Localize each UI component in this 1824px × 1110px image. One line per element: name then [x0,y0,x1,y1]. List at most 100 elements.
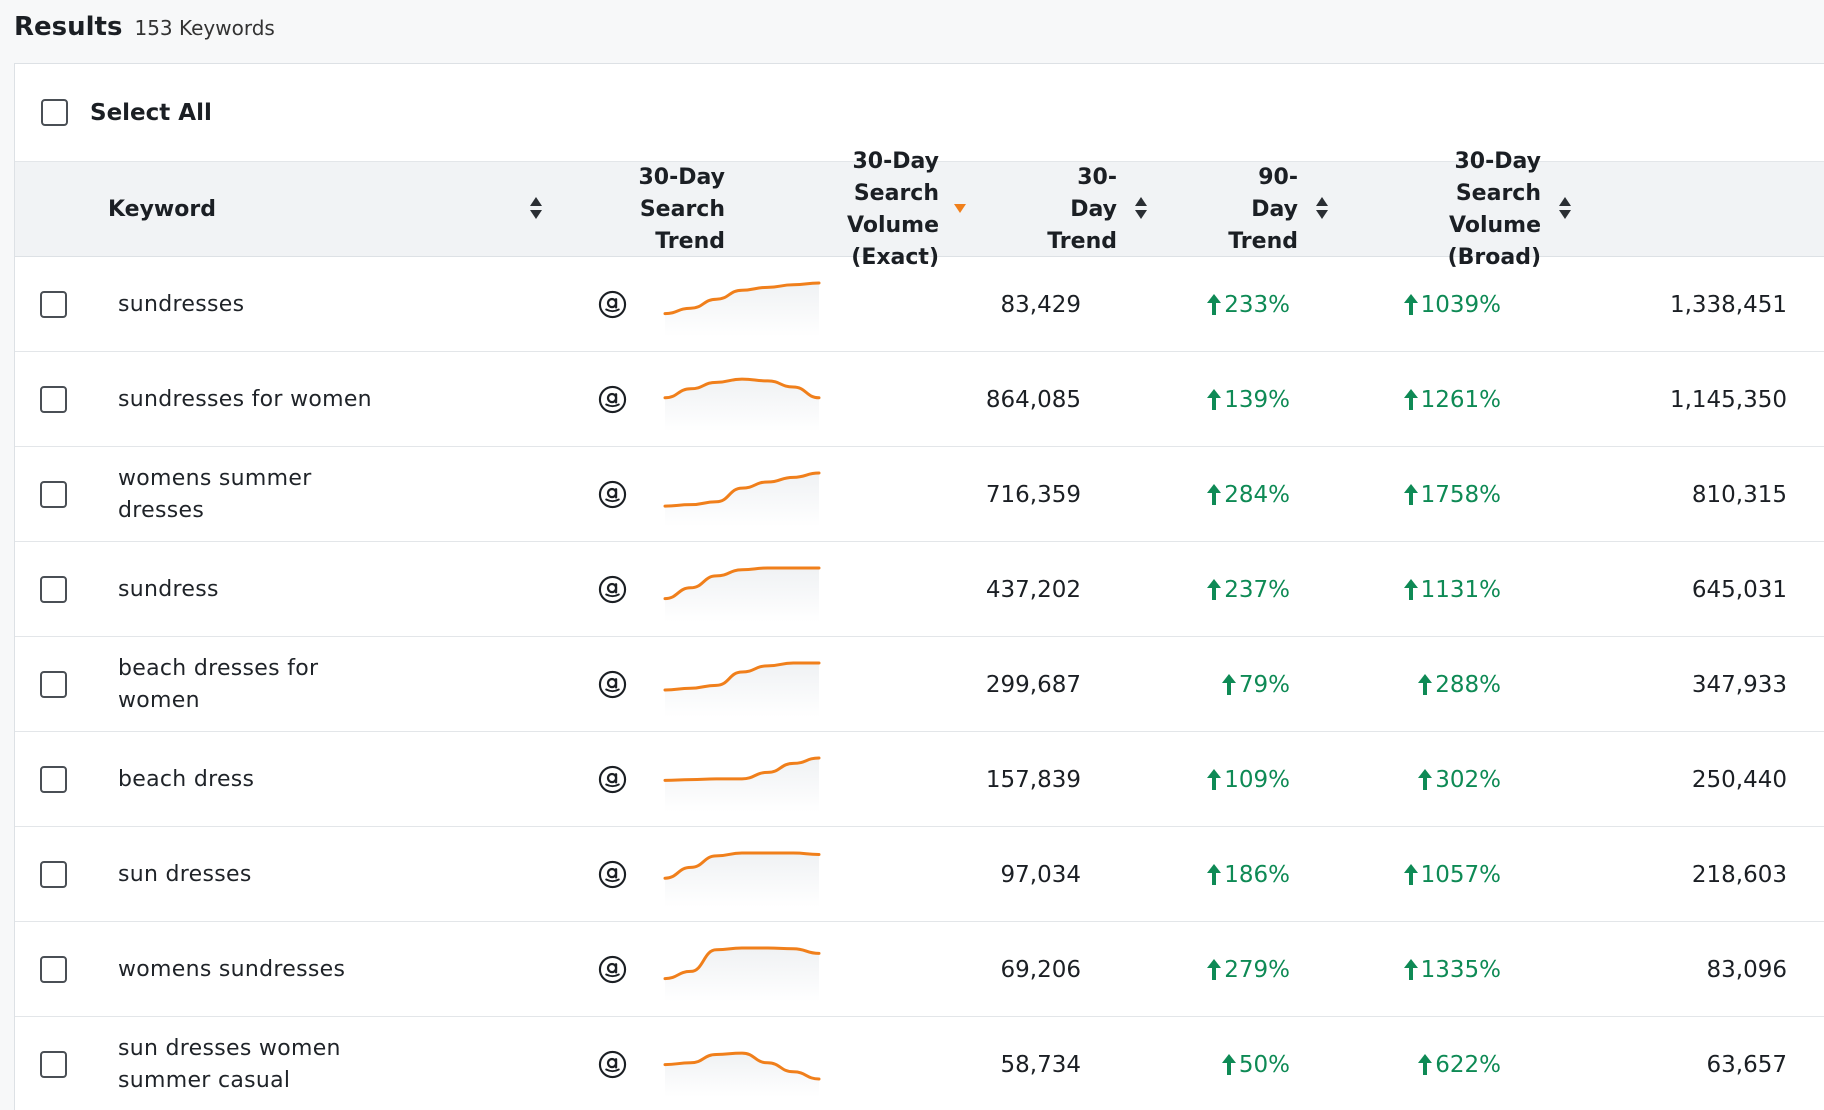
trend-90-cell: 1131% [1335,542,1501,637]
column-header-search-trend: 30-Day Search Trend [575,162,725,257]
results-count: 153 Keywords [134,16,275,40]
volume-exact-cell: 864,085 [985,386,1081,413]
amazon-icon[interactable] [598,1050,627,1079]
arrow-up-icon [1418,1053,1433,1076]
table-body: sundresses 83,429 233% 1039% 1,338,451 s… [15,257,1824,1110]
table-row: sundress 437,202 237% 1131% 645,031 [15,542,1824,637]
amazon-icon[interactable] [598,290,627,319]
table-row: sundresses for women 864,085 139% 1261% … [15,352,1824,447]
arrow-up-icon [1403,483,1418,506]
volume-exact-cell: 299,687 [985,671,1081,698]
row-checkbox[interactable] [40,671,67,698]
table-row: womens summer dresses 716,359 284% 1758%… [15,447,1824,542]
sparkline-area [665,379,819,432]
row-checkbox[interactable] [40,481,67,508]
keyword-cell[interactable]: sundress [118,576,219,602]
row-checkbox[interactable] [40,386,67,413]
arrow-up-icon [1207,388,1222,411]
volume-broad-cell: 1,145,350 [1669,386,1787,413]
trend-90-cell: 622% [1335,1017,1501,1110]
keyword-cell[interactable]: beach dresses for women [118,655,319,713]
trend-30-value: 284% [1224,481,1290,508]
arrow-up-icon [1403,388,1418,411]
trend-90-cell: 302% [1335,732,1501,827]
column-header-trend-30[interactable]: 30-Day Trend [1035,162,1117,257]
sparkline-line [663,281,821,316]
amazon-icon[interactable] [598,385,627,414]
sparkline-line [663,756,821,782]
column-header-trend-30-label: 30-Day Trend [1047,164,1117,254]
trend-30-cell: 279% [1125,922,1290,1017]
trend-30-cell: 237% [1125,542,1290,637]
sparkline-line [663,377,821,400]
row-checkbox[interactable] [40,291,67,318]
keyword-cell[interactable]: sundresses [118,291,245,317]
sparkline-line [663,471,821,508]
sparkline-area [665,663,819,717]
trend-30-cell: 79% [1125,637,1290,732]
volume-broad-cell: 63,657 [1706,1051,1787,1078]
keyword-cell[interactable]: sun dresses women summer casual [118,1035,341,1093]
arrow-up-icon [1403,958,1418,981]
sparkline-line [663,851,821,880]
row-checkbox[interactable] [40,766,67,793]
sparkline-line [663,661,821,692]
keyword-cell[interactable]: womens sundresses [118,956,346,982]
sparkline-line [663,946,821,981]
row-checkbox[interactable] [40,1051,67,1078]
keyword-cell[interactable]: beach dress [118,766,255,792]
sort-trend-30-icon[interactable] [1134,195,1148,223]
trend-30-cell: 139% [1125,352,1290,447]
volume-exact-cell: 83,429 [1000,291,1081,318]
volume-exact-cell: 157,839 [985,766,1081,793]
amazon-icon[interactable] [598,575,627,604]
trend-30-value: 237% [1224,576,1290,603]
sparkline-area [665,568,819,622]
results-header: Results 153 Keywords [14,12,275,48]
column-header-volume-broad[interactable]: 30-Day Search Volume (Broad) [1381,149,1541,270]
volume-exact-cell: 58,734 [1000,1051,1081,1078]
arrow-up-icon [1207,293,1222,316]
keyword-cell[interactable]: womens summer dresses [118,465,312,523]
trend-30-cell: 186% [1125,827,1290,922]
trend-90-cell: 1261% [1335,352,1501,447]
arrow-up-icon [1221,673,1236,696]
sparkline-line [663,566,821,601]
trend-30-value: 79% [1238,671,1290,698]
sort-desc-icon[interactable] [953,204,967,214]
trend-90-cell: 288% [1335,637,1501,732]
column-header-keyword[interactable]: Keyword [108,162,268,257]
table-row: womens sundresses 69,206 279% 1335% 83,0… [15,922,1824,1017]
results-title: Results [14,12,123,42]
arrow-up-icon [1207,578,1222,601]
volume-broad-cell: 347,933 [1691,671,1787,698]
trend-sparkline [663,471,821,527]
arrow-up-icon [1418,673,1433,696]
amazon-icon[interactable] [598,860,627,889]
keyword-cell[interactable]: sun dresses [118,861,252,887]
select-all-checkbox[interactable] [41,99,68,126]
arrow-up-icon [1418,768,1433,791]
arrow-up-icon [1207,768,1222,791]
amazon-icon[interactable] [598,480,627,509]
select-all-label[interactable]: Select All [90,99,212,126]
column-header-trend-90[interactable]: 90-Day Trend [1215,162,1298,257]
trend-30-cell: 109% [1125,732,1290,827]
row-checkbox[interactable] [40,861,67,888]
arrow-up-icon [1207,863,1222,886]
amazon-icon[interactable] [598,765,627,794]
keyword-cell[interactable]: sundresses for women [118,386,372,412]
amazon-icon[interactable] [598,955,627,984]
column-header-volume-exact[interactable]: 30-Day Search Volume (Exact) [779,149,939,270]
row-checkbox[interactable] [40,576,67,603]
row-checkbox[interactable] [40,956,67,983]
sort-keyword-icon[interactable] [529,195,543,223]
sort-trend-90-icon[interactable] [1315,195,1329,223]
volume-exact-cell: 97,034 [1000,861,1081,888]
trend-90-cell: 1057% [1335,827,1501,922]
sort-volume-broad-icon[interactable] [1558,195,1572,223]
table-row: sun dresses 97,034 186% 1057% 218,603 [15,827,1824,922]
amazon-icon[interactable] [598,670,627,699]
column-header-trend-90-label: 90-Day Trend [1228,164,1298,254]
volume-exact-cell: 437,202 [985,576,1081,603]
